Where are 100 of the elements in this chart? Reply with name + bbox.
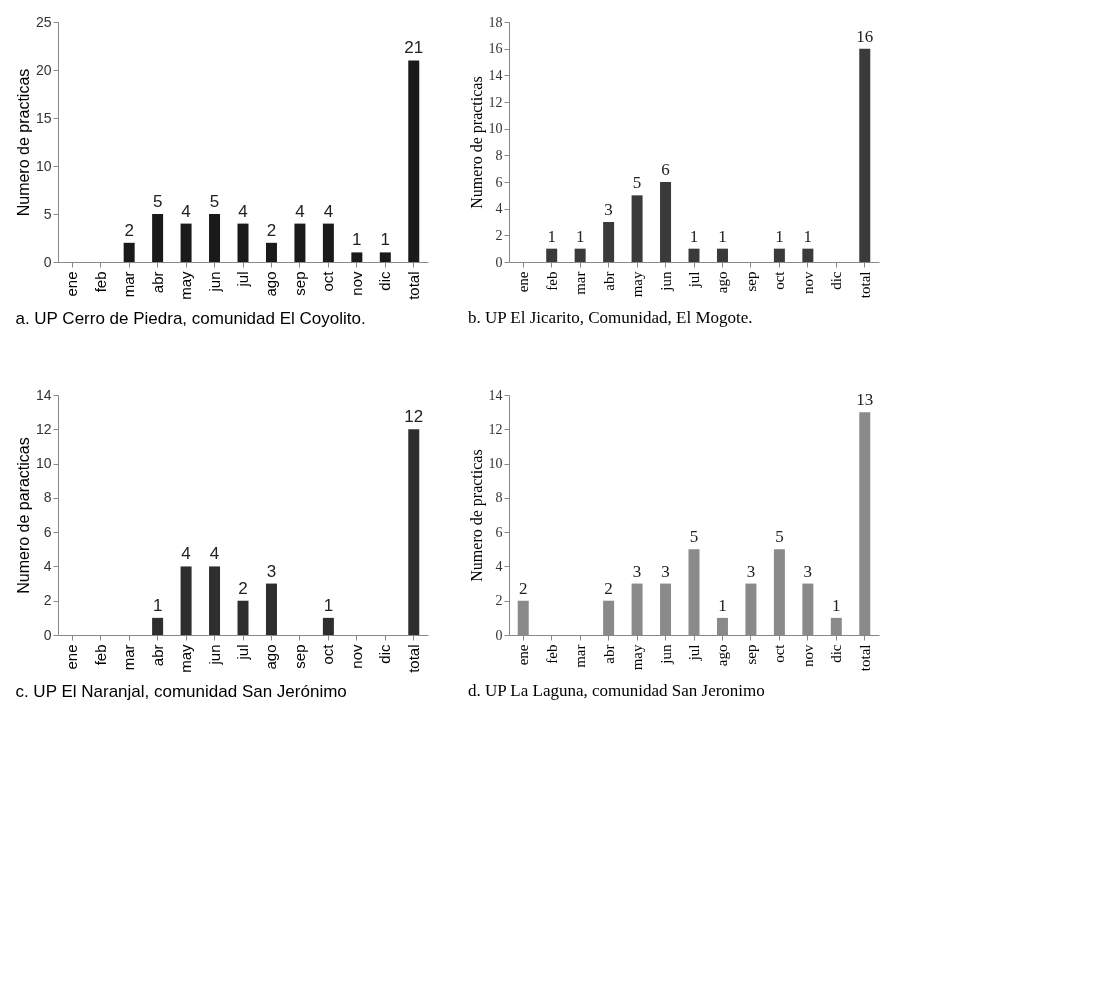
x-tick-label: feb xyxy=(91,644,109,666)
x-tick-label: total xyxy=(404,271,422,300)
x-tick-label: abr xyxy=(600,644,617,664)
x-tick-label: sep xyxy=(742,271,759,292)
y-axis-title: Numero de practicas xyxy=(467,76,486,209)
y-tick-label: 14 xyxy=(35,386,52,403)
x-tick-label: ago xyxy=(714,644,731,667)
data-label: 1 xyxy=(689,226,699,246)
bar xyxy=(716,248,728,262)
data-label: 1 xyxy=(718,595,727,615)
x-tick-label: nov xyxy=(347,271,365,296)
data-label: 1 xyxy=(547,226,556,246)
x-tick-label: abr xyxy=(600,271,617,291)
x-tick-label: jun xyxy=(205,644,223,666)
x-tick-label: jun xyxy=(657,271,674,292)
data-label: 3 xyxy=(746,561,756,581)
data-label: 3 xyxy=(266,561,277,581)
y-tick-label: 0 xyxy=(43,626,52,643)
x-tick-label: feb xyxy=(543,271,560,291)
x-tick-label: ago xyxy=(262,271,280,297)
data-label: 5 xyxy=(209,192,220,211)
x-tick-label: dic xyxy=(376,644,394,664)
data-label: 1 xyxy=(380,230,391,250)
data-label: 5 xyxy=(689,527,699,547)
y-tick-label: 20 xyxy=(35,61,52,78)
bar xyxy=(265,583,277,635)
y-tick-label: 14 xyxy=(488,387,503,403)
data-label: 5 xyxy=(775,527,784,547)
y-axis-title: Numero de paracticas xyxy=(14,437,32,594)
data-label: 3 xyxy=(661,561,670,581)
y-tick-label: 2 xyxy=(495,593,503,609)
data-label: 2 xyxy=(518,578,528,598)
bar xyxy=(408,60,420,262)
data-label: 4 xyxy=(181,201,191,221)
y-tick-label: 10 xyxy=(35,455,52,472)
x-tick-label: feb xyxy=(543,644,560,664)
data-label: 12 xyxy=(404,407,424,427)
x-tick-label: mar xyxy=(572,644,589,668)
y-tick-label: 0 xyxy=(495,254,503,270)
x-tick-label: nov xyxy=(799,271,816,294)
bar xyxy=(265,242,277,262)
bar xyxy=(322,223,334,262)
data-label: 6 xyxy=(661,160,670,179)
data-label: 5 xyxy=(632,173,642,193)
x-tick-label: jul xyxy=(234,271,251,288)
x-tick-label: ene xyxy=(63,644,81,670)
bar xyxy=(209,214,221,262)
bar xyxy=(688,248,700,262)
x-tick-label: dic xyxy=(828,271,845,290)
x-tick-label: may xyxy=(629,644,646,671)
x-tick-label: ene xyxy=(63,271,81,297)
y-tick-label: 15 xyxy=(35,109,52,126)
x-tick-label: total xyxy=(856,644,873,672)
data-label: 1 xyxy=(718,226,727,246)
y-tick-label: 25 xyxy=(35,13,52,30)
bar xyxy=(152,214,164,262)
data-label: 5 xyxy=(152,192,163,211)
x-tick-label: oct xyxy=(319,270,337,292)
x-tick-label: may xyxy=(177,644,195,673)
data-label: 2 xyxy=(266,220,277,240)
x-tick-label: jun xyxy=(657,644,674,665)
data-label: 4 xyxy=(238,201,248,221)
data-label: 1 xyxy=(352,230,362,250)
bar xyxy=(351,252,363,262)
bar xyxy=(802,248,814,262)
bar xyxy=(859,48,871,262)
bar xyxy=(180,223,192,262)
data-label: 1 xyxy=(775,226,784,246)
x-tick-label: abr xyxy=(148,644,166,667)
y-tick-label: 2 xyxy=(495,227,503,243)
x-tick-label: total xyxy=(404,644,422,673)
y-tick-label: 6 xyxy=(495,174,503,190)
x-tick-label: total xyxy=(856,271,873,299)
data-label: 2 xyxy=(238,578,248,598)
data-label: 2 xyxy=(604,578,613,598)
x-tick-label: abr xyxy=(148,271,166,294)
y-tick-label: 5 xyxy=(43,205,52,222)
data-label: 3 xyxy=(632,561,642,581)
y-tick-label: 8 xyxy=(495,490,503,506)
y-tick-label: 6 xyxy=(43,523,52,540)
x-tick-label: ago xyxy=(714,271,731,294)
y-tick-label: 6 xyxy=(495,524,503,540)
bar xyxy=(123,242,135,262)
y-axis-title: Numero de practicas xyxy=(467,449,486,582)
bar xyxy=(180,566,192,635)
y-tick-label: 16 xyxy=(488,41,503,57)
x-tick-label: may xyxy=(177,271,195,300)
y-tick-label: 12 xyxy=(35,420,52,437)
x-tick-label: ene xyxy=(515,644,532,666)
y-tick-label: 18 xyxy=(488,14,503,30)
bar xyxy=(631,195,643,262)
x-tick-label: oct xyxy=(771,270,788,290)
y-tick-label: 4 xyxy=(495,558,503,574)
x-tick-label: dic xyxy=(376,271,394,291)
data-label: 3 xyxy=(803,561,813,581)
y-tick-label: 10 xyxy=(35,157,52,174)
x-tick-label: ago xyxy=(262,644,280,670)
data-label: 4 xyxy=(295,201,305,221)
data-label: 1 xyxy=(152,595,163,615)
text: b. UP El Jicarito, Comunidad, El Mogote. xyxy=(468,307,753,327)
